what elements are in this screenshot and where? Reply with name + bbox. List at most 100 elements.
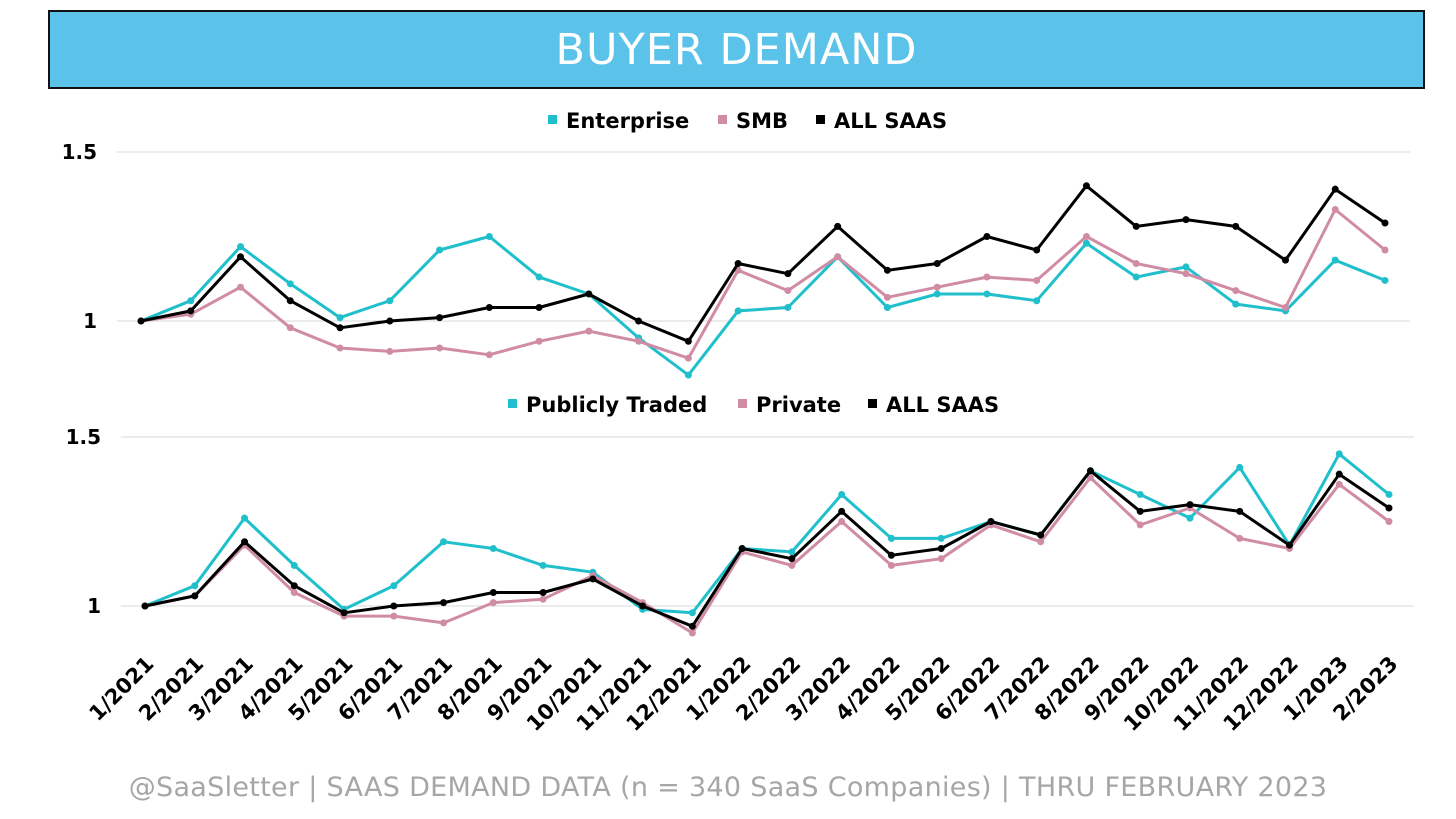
data-point <box>340 609 348 617</box>
data-point <box>838 518 846 525</box>
data-point <box>1281 303 1289 311</box>
data-point <box>738 545 746 553</box>
data-point <box>1033 246 1041 254</box>
data-point <box>286 280 294 288</box>
series-line <box>140 235 1386 377</box>
data-point <box>1331 256 1339 264</box>
data-point <box>539 595 547 603</box>
legend-label: Enterprise <box>566 109 689 133</box>
data-point <box>784 270 792 278</box>
data-point <box>286 297 294 305</box>
data-point <box>883 266 891 274</box>
y-tick-label: 1.5 <box>62 140 97 164</box>
data-point <box>237 243 245 251</box>
data-point <box>1132 273 1140 281</box>
data-point <box>688 609 696 617</box>
data-point <box>440 619 448 627</box>
data-point <box>1331 185 1339 193</box>
data-point <box>937 545 945 553</box>
legend-label: Publicly Traded <box>526 393 707 417</box>
data-point <box>1132 222 1140 230</box>
data-point <box>1182 216 1190 224</box>
legend-swatch <box>738 399 747 408</box>
data-point <box>684 354 692 362</box>
data-point <box>539 588 547 596</box>
data-point <box>386 297 394 305</box>
data-point <box>336 324 344 332</box>
series-line <box>140 184 1386 343</box>
data-point <box>535 337 543 345</box>
data-point <box>1136 521 1144 529</box>
data-point <box>485 351 493 359</box>
data-point <box>237 283 245 291</box>
data-point <box>1385 490 1393 498</box>
data-point <box>237 253 245 261</box>
data-point <box>489 588 497 596</box>
data-point <box>639 602 647 610</box>
data-point <box>788 548 796 556</box>
page-title: BUYER DEMAND <box>555 24 918 75</box>
data-point <box>1385 504 1393 512</box>
data-point <box>286 324 294 332</box>
y-tick-label: 1 <box>87 594 101 618</box>
data-point <box>1381 276 1389 284</box>
data-point <box>1086 467 1094 475</box>
data-point <box>440 538 448 546</box>
title-banner: BUYER DEMAND <box>48 10 1425 89</box>
data-point <box>1033 297 1041 305</box>
data-point <box>585 290 593 298</box>
data-point <box>1236 463 1244 471</box>
data-point <box>1232 287 1240 295</box>
data-point <box>1186 514 1194 522</box>
data-point <box>1236 534 1244 542</box>
data-point <box>386 347 394 355</box>
data-point <box>589 575 597 583</box>
y-tick-label: 1.5 <box>66 425 101 449</box>
series-line <box>140 208 1386 360</box>
legend-swatch <box>718 115 727 124</box>
data-point <box>485 303 493 311</box>
data-point <box>191 582 199 590</box>
series-all-saas <box>141 467 1393 630</box>
data-point <box>386 317 394 325</box>
data-point <box>784 303 792 311</box>
data-point <box>987 518 995 525</box>
data-point <box>187 307 195 315</box>
data-point <box>485 233 493 240</box>
data-point <box>1037 538 1045 546</box>
data-point <box>1335 450 1343 458</box>
series-enterprise <box>137 233 1389 379</box>
data-point <box>336 344 344 352</box>
data-point <box>933 260 941 268</box>
legend-swatch <box>868 399 877 408</box>
legend-label: SMB <box>736 109 788 133</box>
data-point <box>241 538 249 546</box>
legend-swatch <box>816 115 825 124</box>
legend-swatch <box>508 399 517 408</box>
data-point <box>1285 541 1293 549</box>
data-point <box>883 303 891 311</box>
data-point <box>834 222 842 230</box>
data-point <box>1385 518 1393 525</box>
data-point <box>1281 256 1289 264</box>
data-point <box>834 253 842 261</box>
y-tick-label: 1 <box>83 309 97 333</box>
data-point <box>1037 531 1045 539</box>
data-point <box>390 582 398 590</box>
data-point <box>137 317 145 325</box>
data-point <box>1082 182 1090 190</box>
data-point <box>933 290 941 298</box>
data-point <box>983 273 991 281</box>
data-point <box>436 246 444 254</box>
data-point <box>241 514 249 522</box>
data-point <box>390 602 398 610</box>
data-point <box>635 337 643 345</box>
data-point <box>983 233 991 240</box>
data-point <box>1335 480 1343 488</box>
data-point <box>788 555 796 563</box>
data-point <box>440 599 448 607</box>
data-point <box>436 314 444 322</box>
data-point <box>290 582 298 590</box>
data-point <box>1132 260 1140 268</box>
data-point <box>187 297 195 305</box>
